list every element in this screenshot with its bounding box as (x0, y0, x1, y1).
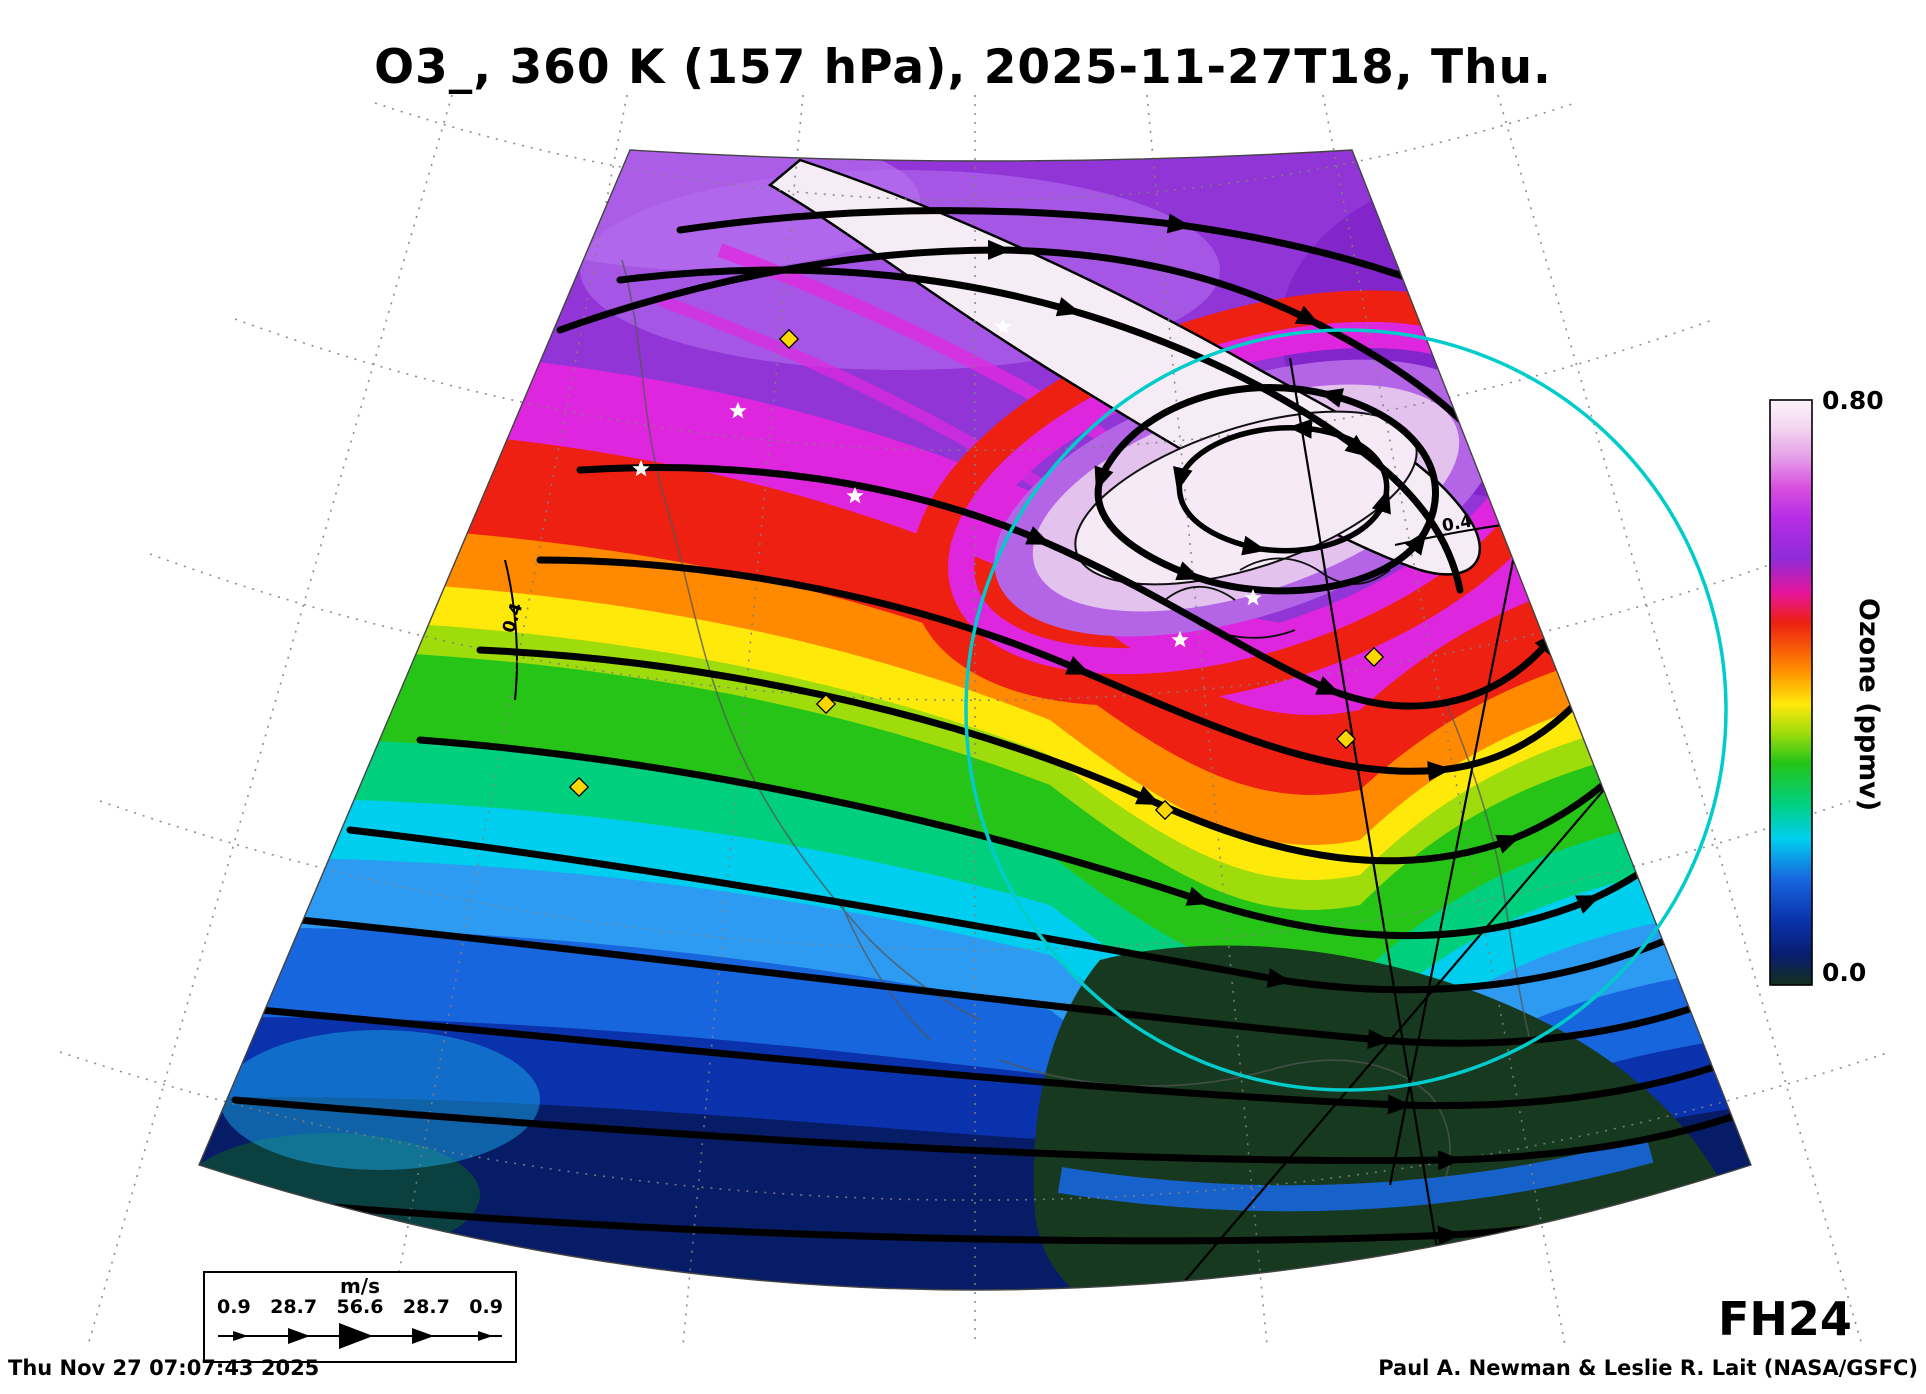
footer-timestamp: Thu Nov 27 07:07:43 2025 (8, 1356, 320, 1380)
wind-legend-value: 28.7 (270, 1296, 318, 1318)
range-circle (964, 328, 1728, 1092)
colorbar-min-label: 0.0 (1822, 958, 1867, 987)
wind-legend-value: 0.9 (469, 1296, 503, 1318)
wind-arrow-scale-icon (218, 1322, 502, 1349)
page-title: O3_, 360 K (157 hPa), 2025-11-27T18, Thu… (374, 40, 1552, 95)
colorbar-axis-label: Ozone (ppmv) (1853, 598, 1884, 812)
forecast-hour-label: FH24 (1718, 1292, 1852, 1346)
wind-legend-value: 28.7 (402, 1296, 450, 1318)
wind-legend-value: 56.6 (336, 1296, 384, 1318)
colorbar (1769, 399, 1813, 986)
wind-legend-values: 0.9 28.7 56.6 28.7 0.9 (205, 1296, 515, 1319)
graticule (59, 94, 1891, 1346)
wind-speed-legend: m/s 0.9 28.7 56.6 28.7 0.9 (203, 1271, 517, 1363)
map-boundary (198, 149, 1752, 1291)
footer-credit: Paul A. Newman & Leslie R. Lait (NASA/GS… (1378, 1356, 1918, 1380)
wind-legend-title: m/s (339, 1274, 381, 1298)
wind-legend-value: 0.9 (217, 1296, 251, 1318)
colorbar-max-label: 0.80 (1822, 386, 1884, 415)
